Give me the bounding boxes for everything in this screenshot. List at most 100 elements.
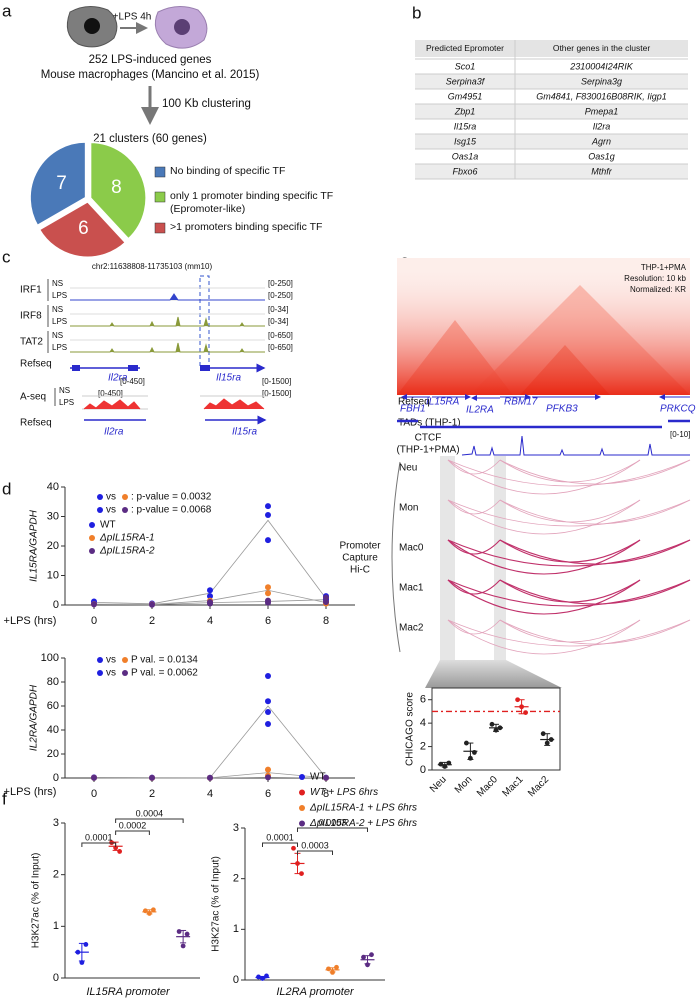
table-cell: Fbxo6 bbox=[452, 166, 477, 176]
data-point bbox=[323, 774, 329, 781]
gene-label: FBH1 bbox=[400, 404, 426, 415]
data-point bbox=[265, 709, 271, 715]
y-tick-label: 3 bbox=[53, 817, 59, 829]
arcs bbox=[447, 459, 691, 655]
table-header bbox=[415, 40, 688, 57]
legend-entry: only 1 promoter binding specific TF (Epr… bbox=[170, 190, 333, 215]
funnel bbox=[425, 660, 562, 688]
table-cell: Gm4841, F830016B08RIK, Iigp1 bbox=[536, 91, 667, 101]
legend-dot bbox=[299, 774, 305, 780]
y-tick-label: 60 bbox=[47, 700, 59, 712]
legend-dot bbox=[97, 670, 103, 676]
table-cell: Sco1 bbox=[455, 61, 476, 71]
table-cell: Il2ra bbox=[593, 121, 611, 131]
track-label: Capture bbox=[342, 553, 378, 564]
track-label: Refseq bbox=[398, 397, 430, 408]
data-point bbox=[150, 907, 156, 913]
data-point bbox=[91, 601, 97, 608]
data-point bbox=[323, 599, 329, 606]
interaction-arc bbox=[447, 499, 691, 527]
data-point bbox=[91, 774, 97, 781]
data-point bbox=[265, 721, 271, 727]
y-tick-label: 6 bbox=[420, 694, 426, 706]
condition: NS bbox=[59, 386, 70, 395]
table-row-bg bbox=[415, 164, 688, 179]
condition: LPS bbox=[52, 317, 67, 326]
y-tick-label: 20 bbox=[47, 748, 59, 760]
table-cell: Il15ra bbox=[454, 121, 477, 131]
y-tick-label: 2 bbox=[233, 873, 239, 885]
exon bbox=[72, 365, 80, 371]
legend-dot bbox=[122, 657, 128, 663]
table-cell: Isg15 bbox=[454, 136, 477, 146]
track-label: Refseq bbox=[20, 418, 52, 429]
data-point bbox=[326, 966, 331, 972]
interaction-arc bbox=[499, 459, 641, 483]
y-tick-label: 40 bbox=[47, 724, 59, 736]
x-tick-label: 0 bbox=[91, 788, 97, 800]
y-axis-label: IL2RA/GAPDH bbox=[29, 684, 40, 751]
gene-label: IL2RA bbox=[466, 405, 494, 416]
data-point bbox=[265, 599, 271, 606]
table-row-bg bbox=[415, 104, 688, 119]
panel-a: +LPS 4h 252 LPS-induced genes Mouse macr… bbox=[41, 6, 260, 145]
table-header-cell: Predicted Epromoter bbox=[426, 43, 504, 53]
nucleus-icon bbox=[84, 18, 100, 34]
heatmap-info: THP-1+PMA bbox=[641, 263, 687, 272]
legend-dot bbox=[97, 507, 103, 513]
pie-slice bbox=[89, 141, 148, 241]
x-tick-label: 6 bbox=[265, 615, 271, 627]
condition: NS bbox=[52, 279, 63, 288]
interaction-arc bbox=[447, 579, 501, 595]
pie-slice bbox=[37, 200, 128, 259]
hic-gradient bbox=[397, 258, 690, 395]
table-cell: Oas1a bbox=[452, 151, 479, 161]
annotation-vs: vs bbox=[106, 655, 116, 666]
data-point bbox=[207, 774, 213, 781]
track-label: Refseq bbox=[20, 359, 52, 370]
data-point bbox=[464, 740, 469, 746]
condition: LPS bbox=[52, 291, 67, 300]
cell-type: Mac2 bbox=[399, 623, 424, 634]
legend-dot bbox=[122, 670, 128, 676]
table-cell: Gm4951 bbox=[448, 91, 483, 101]
legend-label: WT bbox=[310, 772, 326, 783]
p-value: 0.0001 bbox=[85, 832, 113, 842]
data-point bbox=[265, 537, 271, 544]
heatmap-info: Resolution: 10 kb bbox=[624, 274, 686, 283]
track-range: [0-450] bbox=[120, 377, 145, 386]
condition: LPS bbox=[52, 343, 67, 352]
track-label: Hi-C bbox=[350, 565, 370, 576]
data-point bbox=[265, 590, 271, 597]
legend-label: >1 promoters binding specific TF bbox=[170, 221, 323, 233]
interaction-arc bbox=[447, 539, 641, 575]
track-range: [0-10] bbox=[670, 430, 690, 439]
interaction-arc bbox=[447, 619, 691, 647]
text-line: Mouse macrophages (Mancino et al. 2015) bbox=[41, 69, 260, 81]
y-axis-label: H3K27ac (% of Input) bbox=[211, 856, 222, 952]
legend-swatch bbox=[154, 222, 166, 234]
track-factor: IRF1 bbox=[20, 285, 42, 296]
data-point bbox=[291, 845, 296, 851]
track-factor: TAT2 bbox=[20, 337, 43, 348]
y-tick-label: 2 bbox=[53, 869, 59, 881]
gene-label: Il2ra bbox=[108, 373, 128, 384]
x-tick-label: 2 bbox=[149, 615, 155, 627]
track-signal bbox=[203, 398, 265, 410]
legend-label: ΔpIL15RA-1 bbox=[99, 533, 155, 544]
y-tick-label: 100 bbox=[41, 652, 59, 664]
p-value: 0.0002 bbox=[119, 820, 147, 830]
track-factor: IRF8 bbox=[20, 311, 42, 322]
x-axis-label: IL2RA promoter bbox=[276, 986, 355, 998]
heatmap-info: Normalized: KR bbox=[630, 285, 686, 294]
y-axis-label: CHICAGO score bbox=[405, 692, 416, 766]
significance-bracket bbox=[297, 850, 333, 855]
gene-label: IL15RA bbox=[426, 397, 460, 408]
legend-entry: >1 promoters binding specific TF bbox=[170, 221, 323, 233]
y-tick-label: 0 bbox=[53, 772, 59, 784]
significance-bracket bbox=[297, 827, 368, 832]
track-label: (THP-1+PMA) bbox=[396, 445, 459, 456]
table-cell: Oas1g bbox=[588, 151, 615, 161]
legend-label: ΔpIL15RA-2 + LPS 6hrs bbox=[309, 818, 417, 829]
